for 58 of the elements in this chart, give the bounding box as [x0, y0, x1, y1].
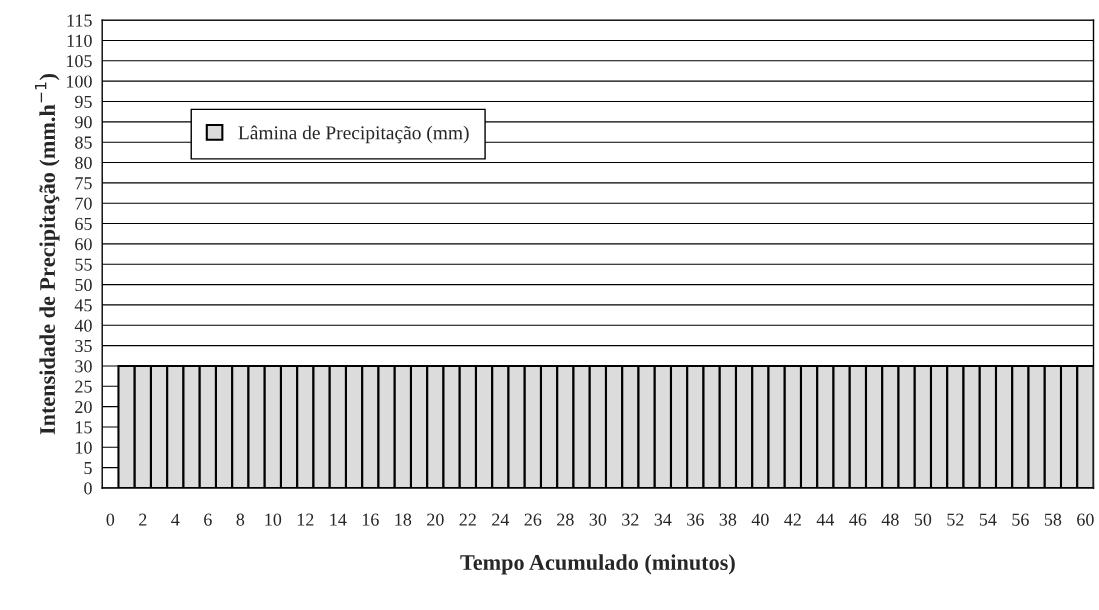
x-tick-label: 2	[139, 513, 147, 526]
y-tick-label: 35	[75, 339, 92, 353]
x-tick-label: 24	[492, 513, 510, 526]
x-tick-label: 56	[1012, 513, 1029, 526]
y-tick-label: 10	[76, 441, 92, 454]
x-tick-label: 60	[1077, 513, 1094, 526]
x-tick-label: 58	[1044, 513, 1062, 526]
x-tick-label: 22	[459, 513, 476, 526]
x-tick-label: 54	[979, 513, 997, 526]
y-tick-label: 115	[67, 14, 92, 27]
y-tick-label: 20	[75, 400, 92, 414]
legend-label: Lâmina de Precipitação (mm)	[238, 125, 469, 144]
x-tick-label: 20	[427, 513, 444, 526]
y-tick-label: 100	[66, 75, 92, 88]
x-tick-label: 48	[881, 513, 899, 526]
y-tick-label: 65	[75, 217, 92, 230]
y-tick-label: 5	[84, 462, 92, 475]
x-tick-label: 52	[947, 513, 964, 526]
y-tick-label: 75	[75, 177, 92, 190]
y-axis-title: Intensidade de Precipitação (mm.h$^{−1}$)	[34, 74, 60, 435]
x-tick-label: 8	[236, 513, 245, 526]
x-tick-label: 10	[265, 513, 282, 526]
x-tick-label: 28	[557, 513, 574, 526]
y-tick-label: 45	[74, 299, 92, 312]
y-tick-label: 60	[75, 238, 92, 251]
x-axis-title: Tempo Acumulado (minutos)	[460, 554, 735, 575]
x-tick-label: 38	[719, 513, 737, 526]
y-tick-label: 110	[67, 34, 92, 47]
x-tick-label: 14	[330, 513, 347, 526]
x-tick-label: 12	[297, 513, 314, 526]
x-tick-label: 6	[204, 513, 212, 526]
x-tick-label: 40	[751, 513, 769, 526]
x-tick-label: 32	[622, 513, 639, 526]
y-tick-label: 40	[74, 319, 92, 332]
y-tick-label: 30	[75, 360, 92, 373]
x-tick-label: 26	[524, 513, 542, 526]
y-tick-label: 105	[66, 55, 92, 68]
x-tick-label: 18	[395, 513, 412, 526]
y-tick-label: 25	[75, 380, 92, 393]
y-tick-label: 70	[75, 197, 92, 210]
y-tick-label: 50	[75, 278, 92, 292]
x-tick-label: 50	[914, 513, 932, 526]
x-tick-label: 42	[784, 513, 801, 526]
y-tick-label: 55	[75, 258, 92, 271]
x-tick-label: 0	[106, 513, 115, 526]
x-tick-label: 36	[687, 513, 704, 526]
y-tick-label: 90	[75, 116, 92, 129]
y-tick-label: 80	[75, 156, 92, 169]
x-tick-label: 16	[362, 513, 379, 526]
y-tick-label: 0	[84, 482, 92, 495]
x-tick-label: 4	[171, 513, 180, 526]
x-tick-label: 44	[816, 513, 835, 526]
y-tick-label: 15	[76, 421, 92, 434]
y-tick-label: 95	[75, 95, 92, 108]
x-tick-label: 30	[589, 513, 607, 526]
x-tick-label: 46	[849, 513, 867, 526]
y-tick-label: 85	[75, 136, 92, 149]
x-tick-label: 34	[654, 513, 672, 526]
